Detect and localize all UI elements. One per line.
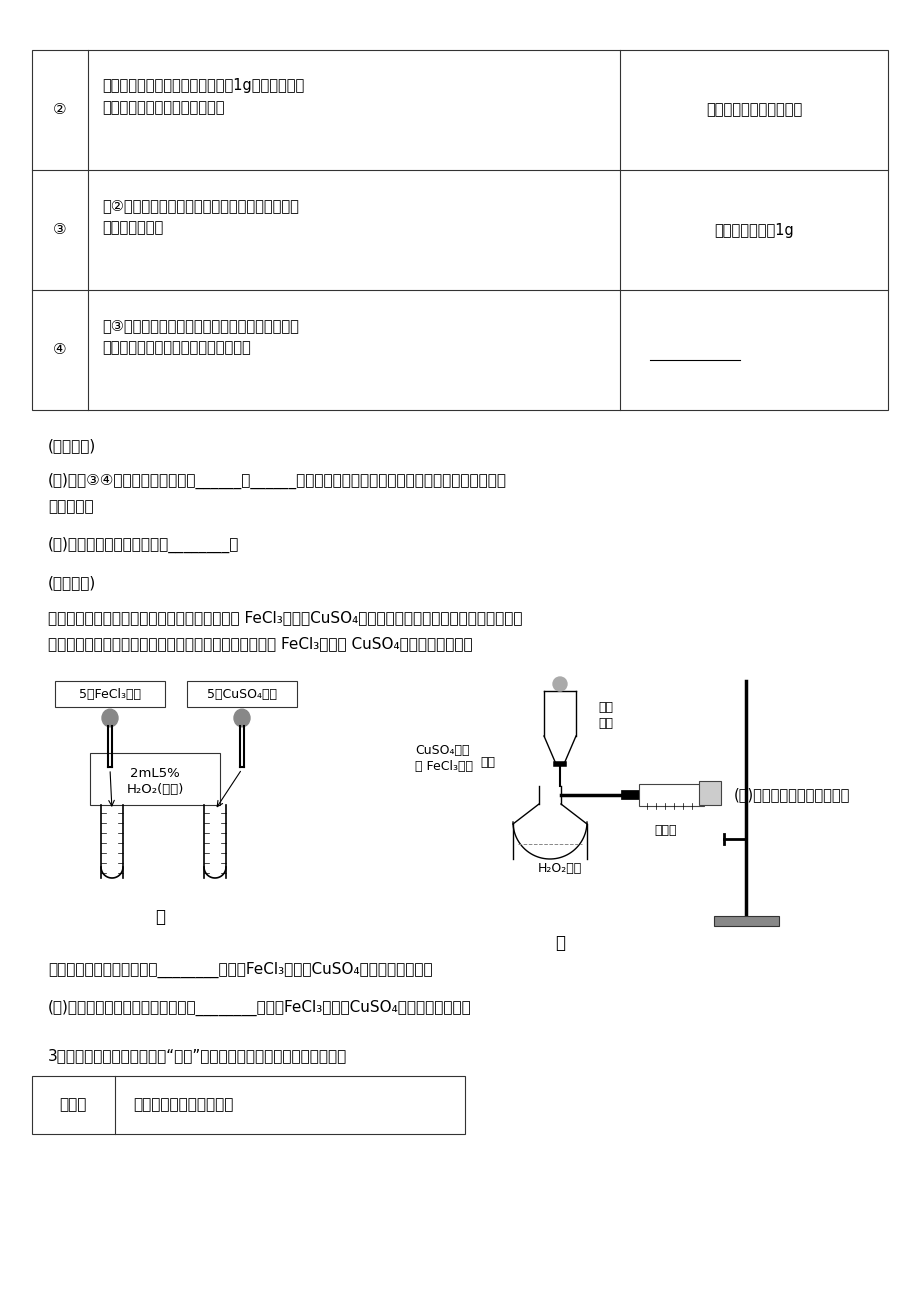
Bar bbox=[698, 781, 720, 805]
Text: 配料表: 配料表 bbox=[59, 1098, 86, 1112]
Bar bbox=[639, 784, 703, 806]
Text: 涤、干燥、称量: 涤、干燥、称量 bbox=[102, 220, 163, 234]
Text: 注射器: 注射器 bbox=[654, 824, 676, 837]
Text: 甲: 甲 bbox=[154, 907, 165, 926]
Text: 乙: 乙 bbox=[554, 934, 564, 952]
Ellipse shape bbox=[233, 710, 250, 727]
Text: ②: ② bbox=[53, 103, 67, 117]
Bar bbox=[55, 681, 165, 707]
Bar bbox=[713, 917, 778, 926]
Bar bbox=[32, 1075, 464, 1134]
Text: 2mL5%: 2mL5% bbox=[130, 767, 180, 780]
Text: 5滴FeCl₃溶液: 5滴FeCl₃溶液 bbox=[79, 687, 141, 700]
Text: 漏斗: 漏斗 bbox=[597, 717, 612, 730]
Text: (２)实验③④证明，四氧化三铁的______和______在反应前后均没有发生变化，可以作为过氧化氢分解: (２)实验③④证明，四氧化三铁的______和______在反应前后均没有发生变… bbox=[48, 473, 506, 490]
Text: 小组成员小丽通过查阅资料，结合本次实验获知 FeCl₃溶液、CuSO₄溶液都可以代替二氧化锤作过氧化氢分解: 小组成员小丽通过查阅资料，结合本次实验获知 FeCl₃溶液、CuSO₄溶液都可以… bbox=[48, 611, 522, 625]
Text: ③: ③ bbox=[53, 223, 67, 237]
Text: 待②中反应结束，将试管中的剩余物进行过滤，洗: 待②中反应结束，将试管中的剩余物进行过滤，洗 bbox=[102, 198, 299, 214]
Text: H₂O₂(溶液): H₂O₂(溶液) bbox=[126, 783, 184, 796]
Circle shape bbox=[552, 677, 566, 691]
Text: (３)写出该反应的化学方程式________。: (３)写出该反应的化学方程式________。 bbox=[48, 536, 239, 553]
Text: 水，醛酸，食品添加剂等: 水，醛酸，食品添加剂等 bbox=[133, 1098, 233, 1112]
Text: 的制化剂。: 的制化剂。 bbox=[48, 499, 94, 514]
Text: 应观察同时滴入两种溶液后________来判断FeCl₃溶液、CuSO₄溶液的制化效果。: 应观察同时滴入两种溶液后________来判断FeCl₃溶液、CuSO₄溶液的制… bbox=[48, 962, 432, 978]
Text: 5滴CuSO₄溶液: 5滴CuSO₄溶液 bbox=[207, 687, 277, 700]
Text: 在装有过氧化氢溶液的试管中加入1g四氧化三铁，: 在装有过氧化氢溶液的试管中加入1g四氧化三铁， bbox=[102, 78, 304, 92]
Text: 称得固体质量为1g: 称得固体质量为1g bbox=[713, 223, 793, 237]
Text: (４)若用图甲装置进行实验，: (４)若用图甲装置进行实验， bbox=[733, 788, 849, 802]
Text: (实验拓展): (实验拓展) bbox=[48, 575, 96, 590]
Text: 将③中所得固体放入试管中，向其中加入过氧化氢: 将③中所得固体放入试管中，向其中加入过氧化氢 bbox=[102, 318, 299, 333]
Text: 分液: 分液 bbox=[597, 700, 612, 713]
Ellipse shape bbox=[102, 710, 118, 727]
Text: (５)若用图乙装置进行实验，应根据________来判断FeCl₃溶液、CuSO₄溶液的制化效果。: (５)若用图乙装置进行实验，应根据________来判断FeCl₃溶液、CuSO… bbox=[48, 1000, 471, 1016]
Bar bbox=[32, 49, 887, 410]
Text: 或 FeCl₃溶液: 或 FeCl₃溶液 bbox=[414, 760, 472, 773]
Bar bbox=[187, 681, 297, 707]
Text: 3、目前，市场上销售的一种“白醋”，包装袋上的部分文字说明如下表：: 3、目前，市场上销售的一种“白醋”，包装袋上的部分文字说明如下表： bbox=[48, 1048, 346, 1062]
Text: 活塞: 活塞 bbox=[480, 755, 494, 768]
Text: 产生大量气泡，木条复燃: 产生大量气泡，木条复燃 bbox=[705, 103, 801, 117]
Text: CuSO₄溶液: CuSO₄溶液 bbox=[414, 743, 469, 756]
Text: ④: ④ bbox=[53, 342, 67, 358]
Bar bbox=[90, 753, 220, 805]
Text: 然后将带火星的木条伸入试管中: 然后将带火星的木条伸入试管中 bbox=[102, 100, 224, 115]
Text: (实验结论): (实验结论) bbox=[48, 437, 96, 453]
Text: H₂O₂溶液: H₂O₂溶液 bbox=[538, 862, 582, 875]
Text: 溶液，然后将带火星的木条伸入试管中: 溶液，然后将带火星的木条伸入试管中 bbox=[102, 340, 251, 355]
Text: 的制化剂。于是她又设计并进行了实验来比较相同浓度的 FeCl₃溶液和 CuSO₄溶液的制化效果。: 的制化剂。于是她又设计并进行了实验来比较相同浓度的 FeCl₃溶液和 CuSO₄… bbox=[48, 635, 472, 651]
